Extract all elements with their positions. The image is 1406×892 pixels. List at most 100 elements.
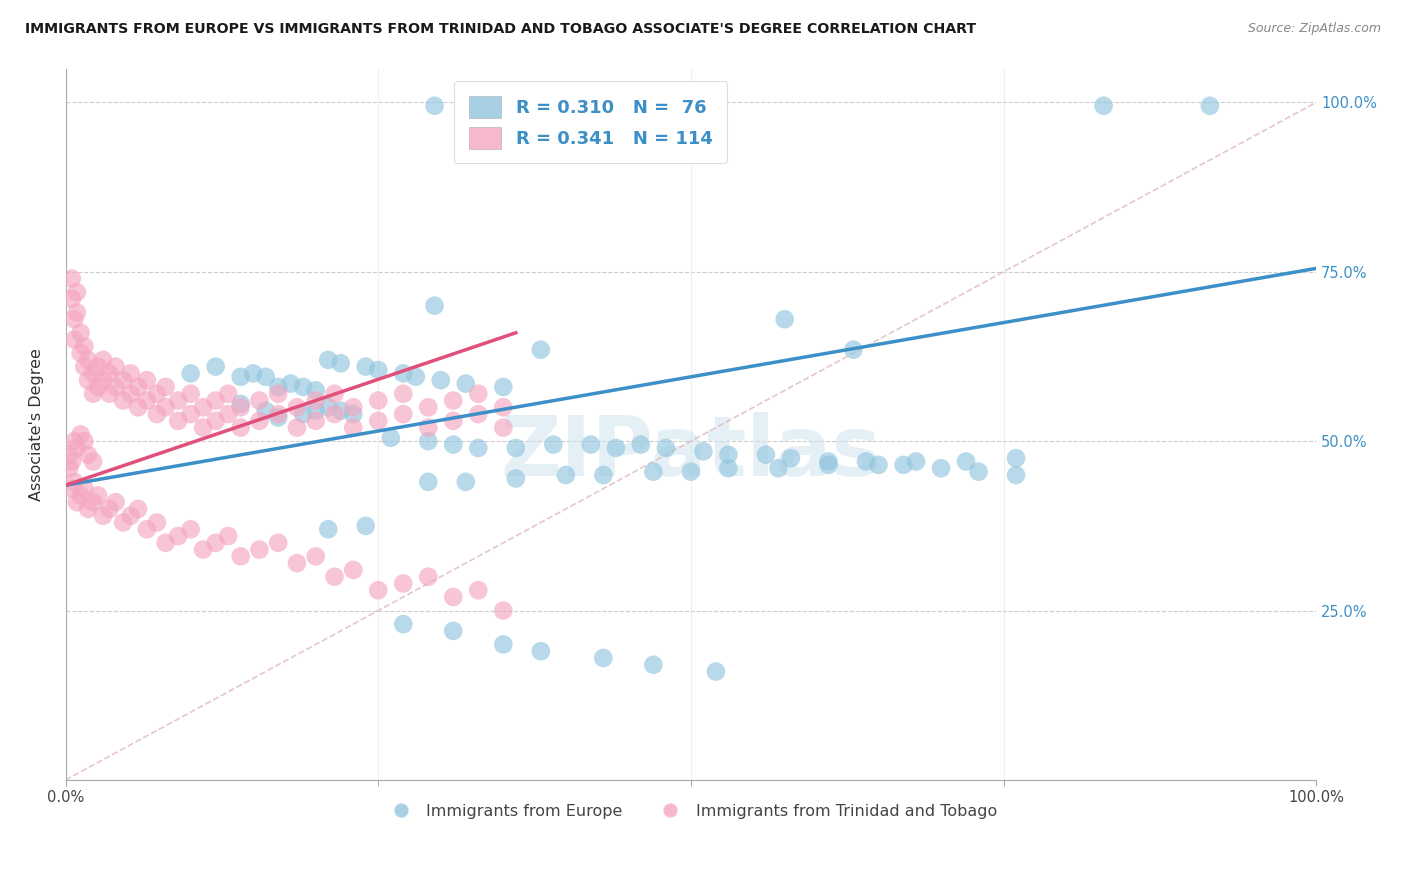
Point bbox=[69, 326, 91, 340]
Point bbox=[91, 373, 114, 387]
Point bbox=[1199, 99, 1222, 113]
Point bbox=[530, 644, 553, 658]
Point bbox=[58, 448, 80, 462]
Point bbox=[893, 458, 915, 472]
Point bbox=[392, 617, 415, 632]
Point bbox=[66, 305, 89, 319]
Point bbox=[492, 380, 515, 394]
Point bbox=[63, 312, 86, 326]
Text: IMMIGRANTS FROM EUROPE VS IMMIGRANTS FROM TRINIDAD AND TOBAGO ASSOCIATE'S DEGREE: IMMIGRANTS FROM EUROPE VS IMMIGRANTS FRO… bbox=[25, 22, 976, 37]
Point bbox=[454, 376, 477, 391]
Point bbox=[217, 529, 239, 543]
Point bbox=[191, 401, 214, 415]
Point bbox=[104, 359, 127, 374]
Point bbox=[405, 369, 427, 384]
Point bbox=[267, 536, 290, 550]
Point bbox=[579, 437, 602, 451]
Point bbox=[367, 414, 389, 428]
Point bbox=[605, 441, 627, 455]
Point bbox=[69, 488, 91, 502]
Point bbox=[249, 393, 271, 408]
Point bbox=[554, 468, 576, 483]
Point bbox=[87, 488, 110, 502]
Point bbox=[104, 380, 127, 394]
Point bbox=[316, 401, 339, 415]
Point bbox=[82, 367, 104, 381]
Point bbox=[229, 397, 252, 411]
Point bbox=[717, 461, 740, 475]
Point bbox=[120, 508, 142, 523]
Point bbox=[467, 441, 489, 455]
Point bbox=[492, 637, 515, 651]
Point bbox=[135, 522, 157, 536]
Point bbox=[904, 454, 927, 468]
Point bbox=[492, 401, 515, 415]
Text: ZIPatlas: ZIPatlas bbox=[501, 412, 882, 493]
Point bbox=[342, 401, 364, 415]
Point bbox=[63, 475, 86, 489]
Point bbox=[955, 454, 977, 468]
Point bbox=[91, 508, 114, 523]
Point bbox=[69, 427, 91, 442]
Point bbox=[98, 502, 121, 516]
Point bbox=[441, 437, 464, 451]
Point bbox=[104, 495, 127, 509]
Point bbox=[780, 451, 803, 466]
Point bbox=[77, 448, 100, 462]
Point bbox=[254, 403, 277, 417]
Point bbox=[60, 292, 83, 306]
Point bbox=[204, 414, 226, 428]
Point bbox=[418, 475, 440, 489]
Point bbox=[249, 414, 271, 428]
Point bbox=[492, 603, 515, 617]
Point bbox=[929, 461, 952, 475]
Point bbox=[967, 465, 990, 479]
Point bbox=[292, 407, 315, 421]
Point bbox=[342, 563, 364, 577]
Point bbox=[354, 519, 377, 533]
Point bbox=[329, 403, 352, 417]
Point bbox=[77, 352, 100, 367]
Point bbox=[204, 536, 226, 550]
Point bbox=[229, 401, 252, 415]
Point bbox=[180, 367, 202, 381]
Point bbox=[69, 346, 91, 360]
Point bbox=[73, 339, 96, 353]
Text: Source: ZipAtlas.com: Source: ZipAtlas.com bbox=[1247, 22, 1381, 36]
Point bbox=[82, 454, 104, 468]
Point bbox=[817, 458, 839, 472]
Point bbox=[441, 624, 464, 638]
Point bbox=[505, 441, 527, 455]
Point bbox=[505, 471, 527, 485]
Point bbox=[112, 516, 135, 530]
Point bbox=[180, 522, 202, 536]
Point bbox=[73, 359, 96, 374]
Point bbox=[530, 343, 553, 357]
Y-axis label: Associate's Degree: Associate's Degree bbox=[30, 348, 44, 500]
Point bbox=[167, 414, 190, 428]
Point bbox=[66, 441, 89, 455]
Point bbox=[229, 549, 252, 564]
Point bbox=[679, 465, 702, 479]
Point bbox=[285, 401, 308, 415]
Point bbox=[592, 651, 614, 665]
Point bbox=[423, 299, 446, 313]
Point bbox=[418, 401, 440, 415]
Point bbox=[305, 403, 328, 417]
Point bbox=[342, 420, 364, 434]
Point bbox=[63, 333, 86, 347]
Point bbox=[1092, 99, 1115, 113]
Point bbox=[380, 431, 402, 445]
Point bbox=[217, 407, 239, 421]
Point bbox=[354, 359, 377, 374]
Point bbox=[146, 407, 169, 421]
Point bbox=[467, 386, 489, 401]
Point bbox=[323, 386, 346, 401]
Point bbox=[418, 420, 440, 434]
Point bbox=[292, 380, 315, 394]
Point bbox=[167, 393, 190, 408]
Point bbox=[191, 420, 214, 434]
Point bbox=[367, 393, 389, 408]
Point bbox=[392, 367, 415, 381]
Point bbox=[180, 386, 202, 401]
